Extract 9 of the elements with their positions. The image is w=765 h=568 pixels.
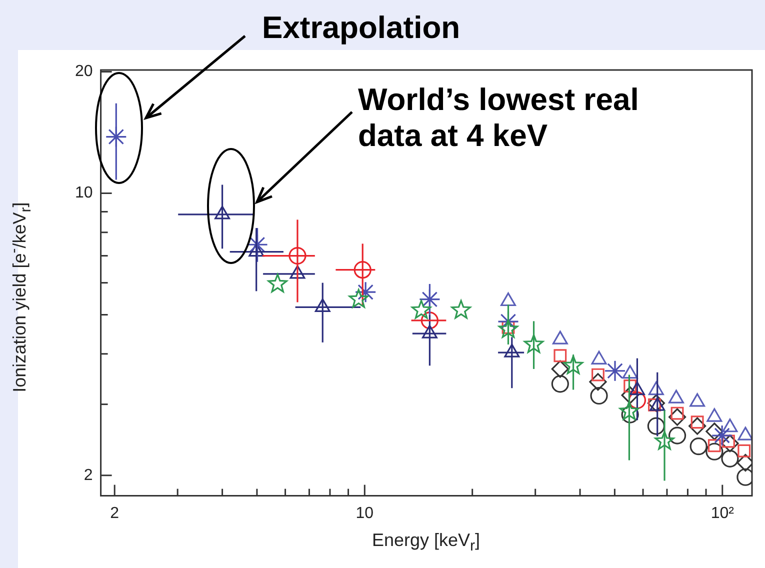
annotation: World’s lowest real data at 4 keV <box>358 82 640 154</box>
y-tick-label: 2 <box>84 466 93 484</box>
y-tick-label: 10 <box>75 184 93 202</box>
text: Extrapolation <box>262 10 462 46</box>
x-tick-label: 10² <box>710 504 735 522</box>
x-axis-title: Energy [keV$_{r}$] <box>370 530 482 555</box>
y-tick-label: 20 <box>75 63 93 80</box>
x-tick-label: 10 <box>356 504 374 522</box>
x-tick-label: 2 <box>110 504 120 522</box>
